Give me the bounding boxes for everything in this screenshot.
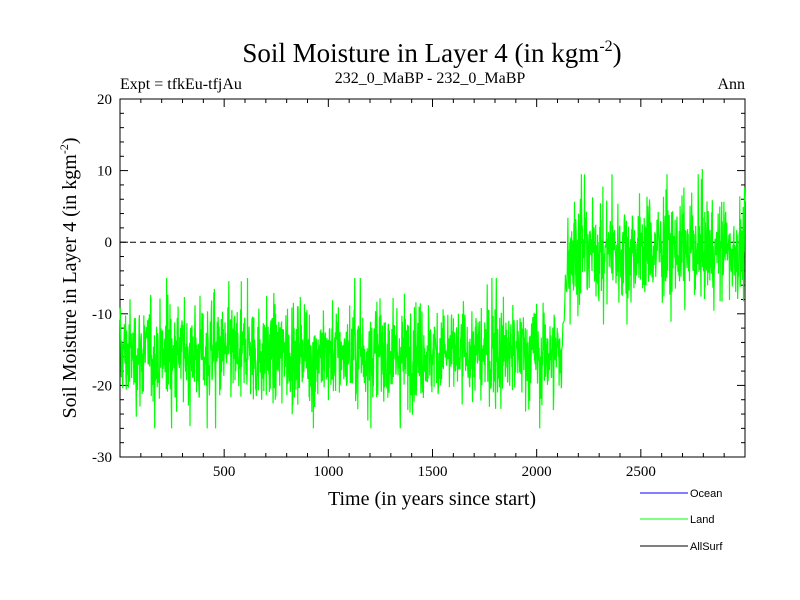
season-label: Ann: [717, 76, 745, 93]
x-axis-ticks: 500 1000 1500 2000 2500: [140, 99, 725, 480]
y-axis-label-close: ): [59, 137, 81, 144]
x-tick-label: 500: [213, 464, 236, 480]
legend: Ocean Land AllSurf: [640, 488, 723, 553]
legend-label-land: Land: [690, 514, 714, 526]
chart-title-main: Soil Moisture in Layer 4 (in kgm: [242, 38, 599, 68]
legend-label-ocean: Ocean: [690, 488, 722, 500]
x-tick-label: 1500: [418, 464, 448, 480]
experiment-label: Expt = tfkEu-tfjAu: [120, 76, 242, 93]
series-group: [119, 168, 746, 429]
y-tick-label: 20: [97, 92, 112, 108]
chart-title-sup: -2: [599, 38, 612, 55]
y-tick-label: -30: [92, 450, 112, 466]
series-line-land: [119, 168, 746, 429]
y-axis-label-main: Soil Moisture in Layer 4 (in kgm: [59, 154, 81, 419]
y-tick-label: 10: [97, 164, 112, 180]
legend-label-allsurf: AllSurf: [690, 541, 723, 553]
x-tick-label: 1000: [313, 464, 343, 480]
x-tick-label: 2500: [626, 464, 656, 480]
y-axis-label: Soil Moisture in Layer 4 (in kgm-2): [57, 137, 81, 418]
y-axis-label-sup: -2: [57, 144, 71, 154]
y-tick-label: -20: [92, 378, 112, 394]
y-tick-label: -10: [92, 307, 112, 323]
chart-title-close: ): [613, 38, 622, 68]
plot-frame: [119, 98, 746, 458]
chart-title: Soil Moisture in Layer 4 (in kgm-2): [242, 38, 621, 68]
period-label: 232_0_MaBP - 232_0_MaBP: [335, 70, 526, 87]
x-axis-label: Time (in years since start): [328, 488, 536, 510]
x-tick-label: 2000: [522, 464, 552, 480]
y-tick-label: 0: [105, 235, 113, 251]
